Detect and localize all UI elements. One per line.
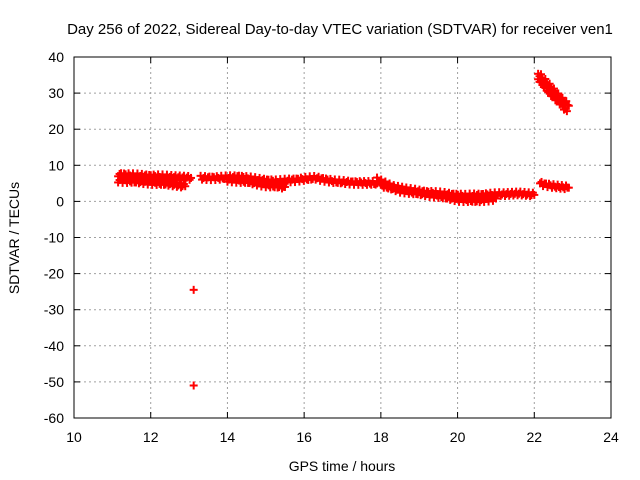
x-tick-label: 10 [66,429,82,445]
outlier-point [189,285,198,294]
x-tick-label: 14 [220,429,236,445]
x-tick-label: 18 [373,429,389,445]
y-tick-label: -10 [44,230,64,246]
chart-title: Day 256 of 2022, Sidereal Day-to-day VTE… [67,21,613,38]
data-point [549,91,558,100]
y-tick-label: -30 [44,302,64,318]
y-tick-label: 40 [48,49,64,65]
data-point [186,173,195,182]
data-point [491,194,500,203]
data-point [373,173,382,182]
y-tick-label: -40 [44,338,64,354]
x-tick-label: 20 [450,429,466,445]
data-point [280,182,289,191]
y-axis-label: SDTVAR / TECUs [6,182,22,294]
x-tick-label: 12 [143,429,159,445]
data-point [536,76,545,85]
data-point [530,190,539,199]
y-tick-label: 20 [48,121,64,137]
y-tick-label: -50 [44,374,64,390]
grid-lines [74,57,611,418]
y-tick-labels: 40 30 20 10 0 -10 -20 -30 -40 -50 -60 [44,49,64,426]
data-point [564,183,573,192]
y-tick-label: 0 [56,193,64,209]
x-tick-labels: 10 12 14 16 18 20 22 24 [66,429,619,445]
data-point [545,86,554,95]
data-point [558,100,567,109]
outlier-point [189,381,198,390]
data-point [541,81,550,90]
y-tick-label: -20 [44,266,64,282]
x-tick-label: 16 [296,429,312,445]
y-tick-label: 30 [48,85,64,101]
y-tick-label: 10 [48,157,64,173]
x-axis-label: GPS time / hours [289,458,396,474]
data-point [554,95,563,104]
x-tick-label: 24 [603,429,619,445]
axis-ticks [73,56,612,419]
data-point [562,107,571,116]
data-points [114,69,573,390]
y-tick-label: -60 [44,410,64,426]
data-point [181,182,190,191]
data-point [545,79,554,88]
x-tick-label: 22 [526,429,542,445]
data-point [490,192,499,201]
